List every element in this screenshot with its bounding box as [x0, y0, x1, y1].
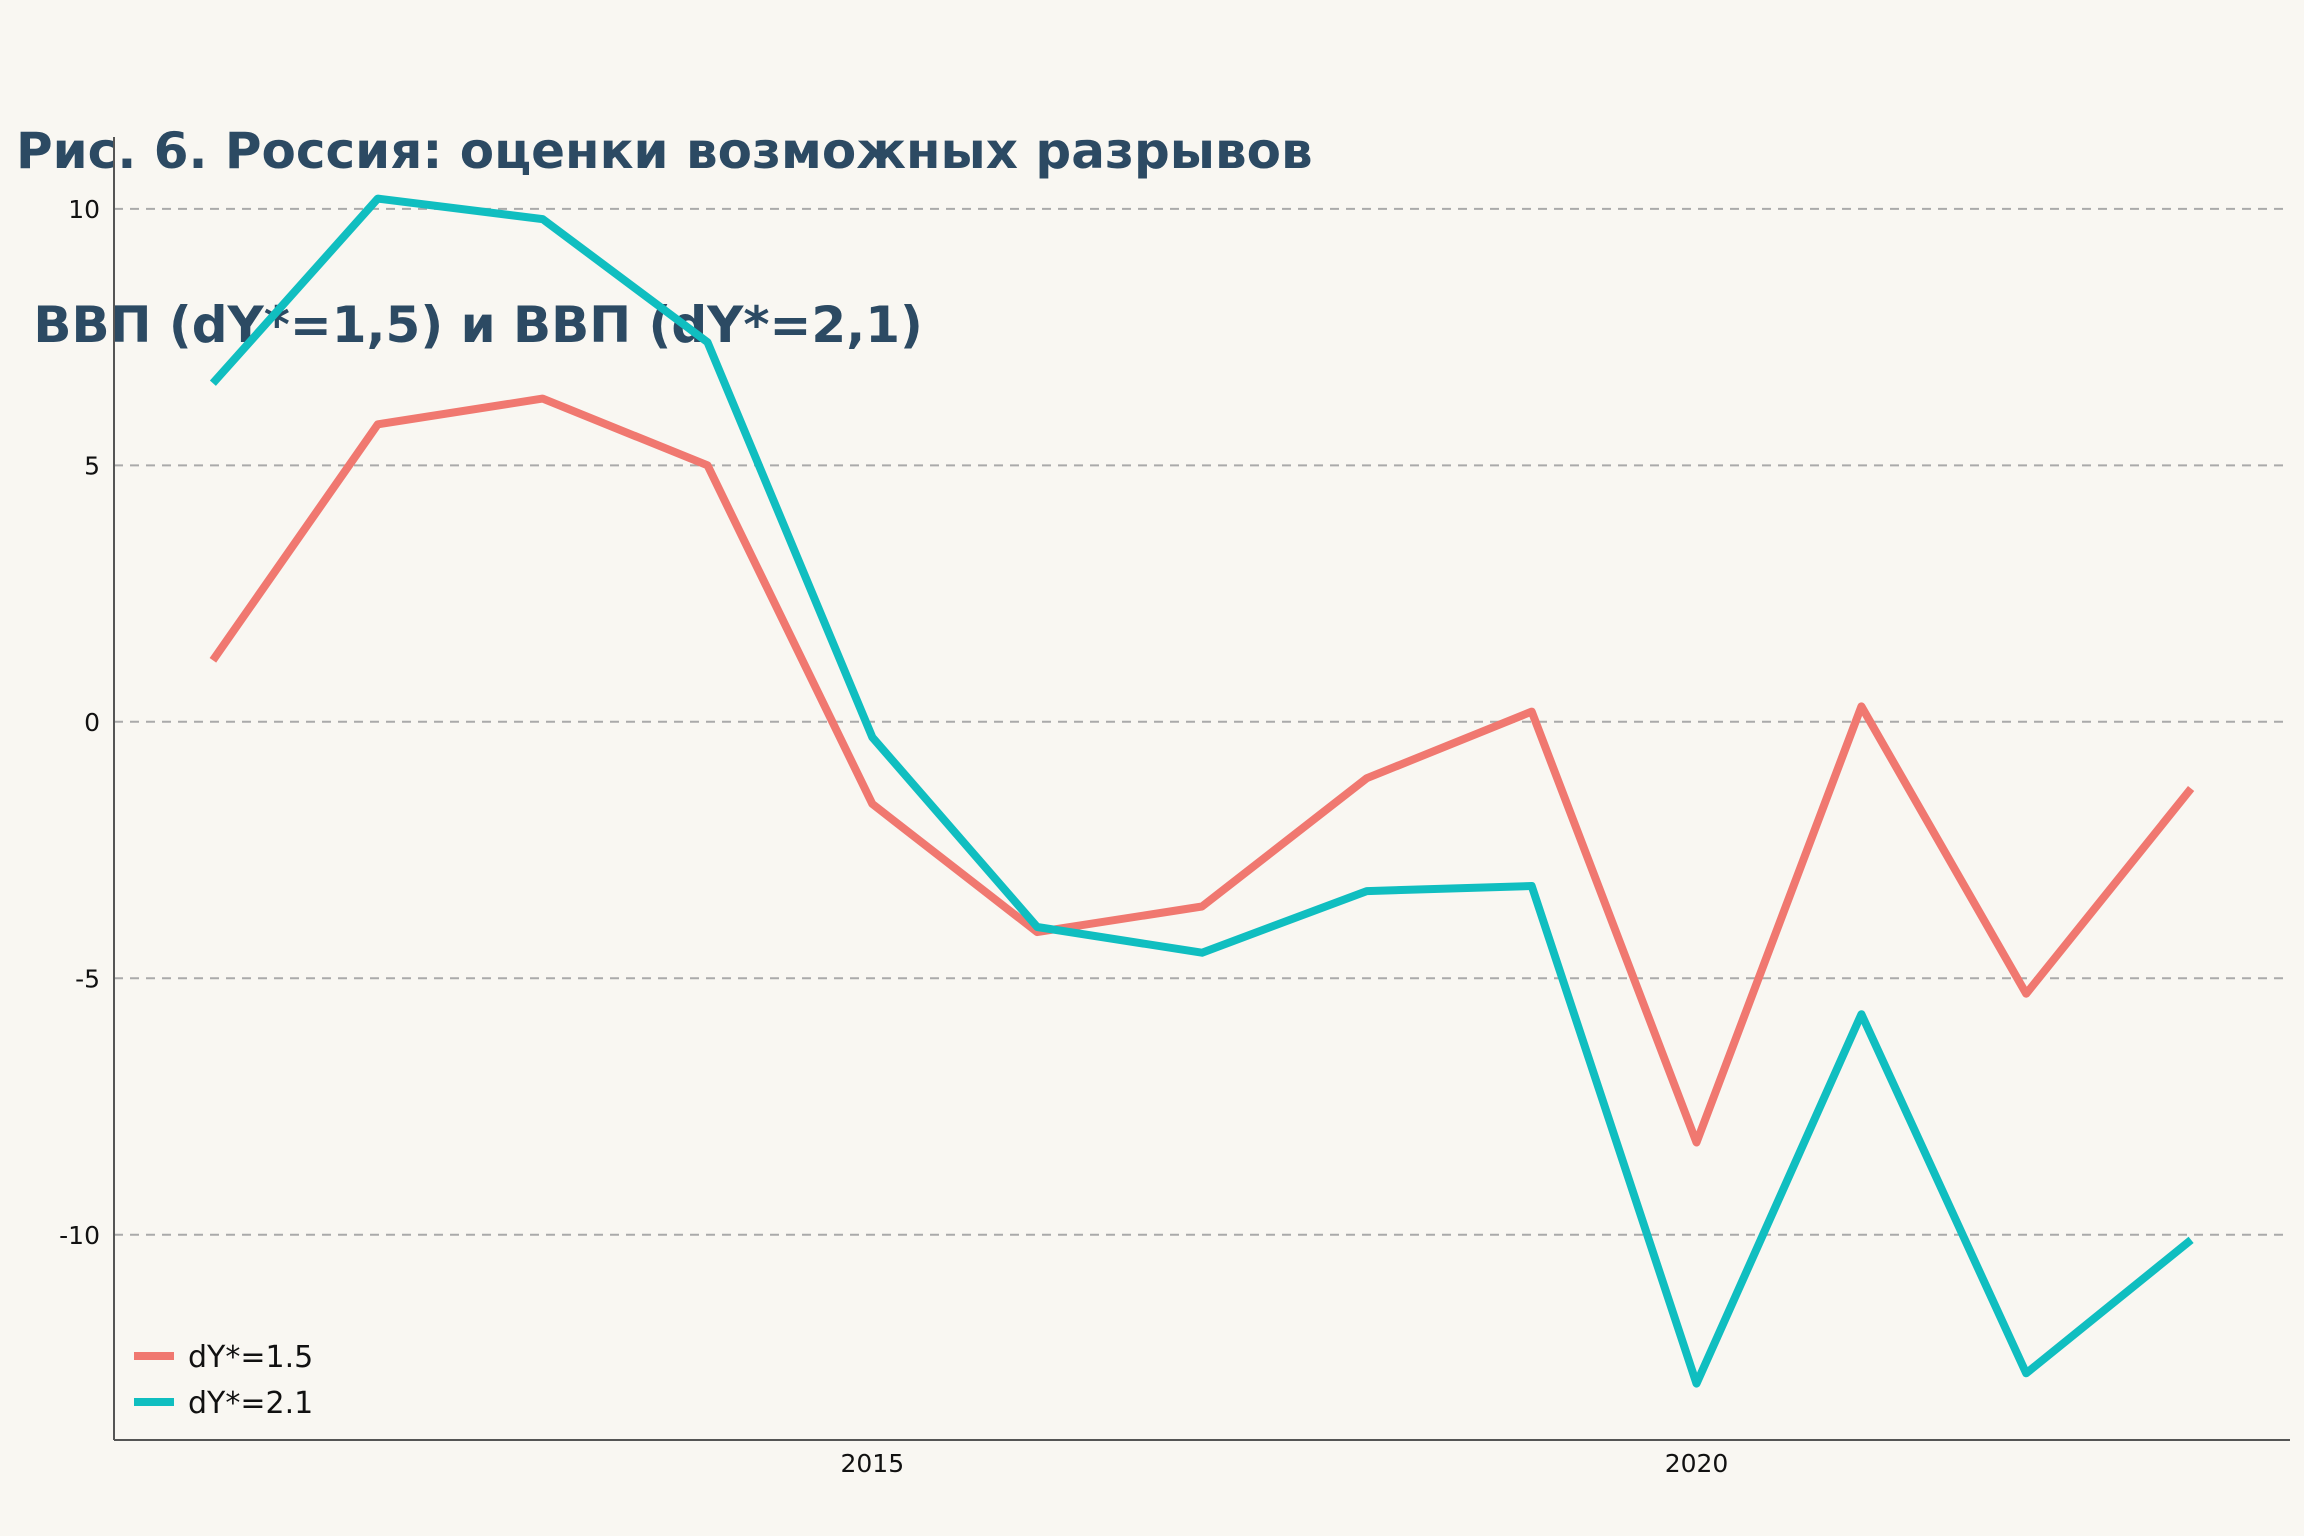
chart-title-line-2: ВВП (dY*=1,5) и ВВП (dY*=2,1) — [16, 296, 923, 354]
chart-title-line-1: Рис. 6. Россия: оценки возможных разрыво… — [16, 122, 1313, 180]
y-tick-label: -5 — [75, 964, 100, 993]
y-tick-label: 5 — [84, 451, 100, 480]
y-tick-label: 0 — [84, 708, 100, 737]
series-lines — [209, 194, 2195, 1388]
y-axis-ticks: 10 5 0 -5 -10 — [59, 195, 100, 1250]
axes — [113, 137, 2290, 1441]
x-tick-label: 2020 — [1665, 1449, 1729, 1478]
series-line-2 — [209, 194, 2194, 1388]
y-tick-label: -10 — [59, 1221, 100, 1250]
chart-title: Рис. 6. Россия: оценки возможных разрыво… — [16, 6, 2216, 470]
x-tick-label: 2015 — [840, 1449, 904, 1478]
series-line-1 — [209, 394, 2195, 1147]
legend: dY*=1.5 dY*=2.1 — [134, 1340, 313, 1421]
legend-label: dY*=1.5 — [188, 1340, 313, 1375]
y-tick-label: 10 — [68, 195, 100, 224]
gridlines — [114, 207, 2290, 1236]
legend-label: dY*=2.1 — [188, 1386, 313, 1421]
x-axis-ticks: 2015 2020 — [840, 1449, 1728, 1478]
